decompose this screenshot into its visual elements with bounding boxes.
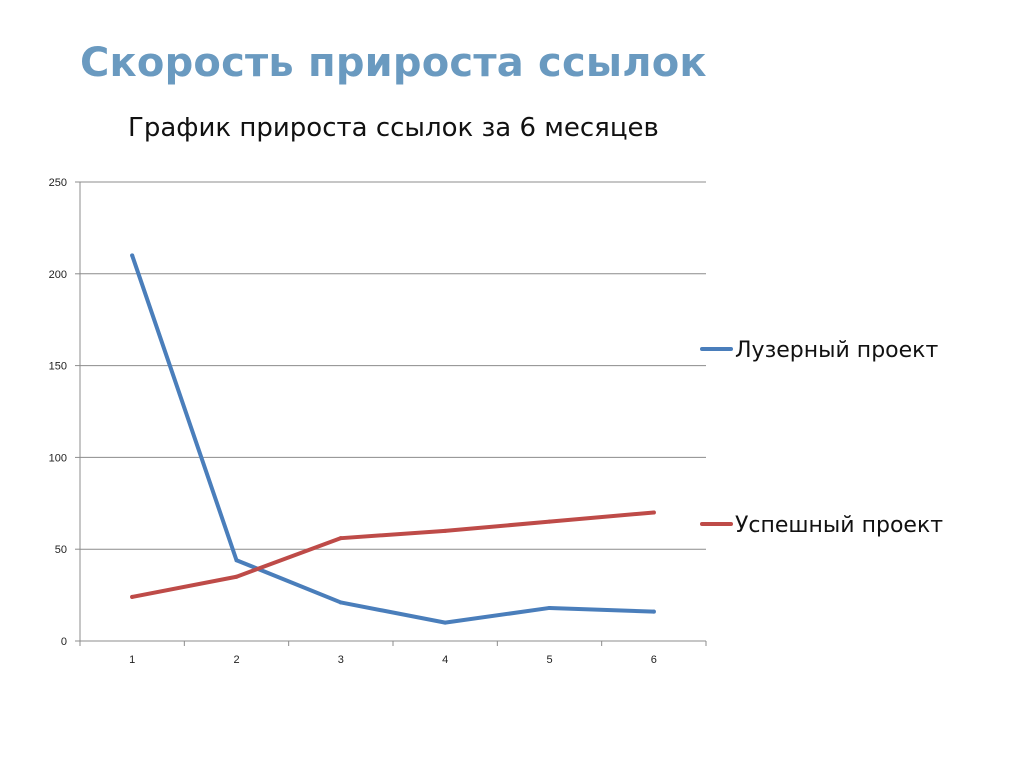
chart-series (130, 253, 656, 625)
x-tick-label: 6 (651, 654, 657, 666)
x-tick-label: 2 (233, 654, 239, 666)
data-point (338, 600, 343, 605)
legend-label: Лузерный проект (735, 338, 938, 363)
series-line-2 (130, 510, 656, 599)
chart-legend: Лузерный проект Успешный проект (700, 338, 943, 538)
y-tick-label: 100 (49, 452, 67, 464)
legend-label: Успешный проект (735, 513, 943, 538)
data-point (651, 510, 656, 515)
y-tick-label: 150 (49, 361, 67, 373)
x-tick-label: 3 (338, 654, 344, 666)
chart-gridlines (80, 181, 706, 550)
data-point (338, 536, 343, 541)
y-axis-tick-labels: 0 50 100 150 200 250 (49, 177, 67, 648)
chart-title: График прироста ссылок за 6 месяцев (128, 113, 659, 143)
data-point (234, 574, 239, 579)
y-tick-label: 250 (49, 177, 67, 189)
data-point (547, 519, 552, 524)
y-tick-label: 0 (61, 636, 67, 648)
chart-axes (75, 181, 707, 646)
data-point (130, 594, 135, 599)
data-point (443, 620, 448, 625)
data-point (443, 528, 448, 533)
data-point (234, 558, 239, 563)
x-tick-label: 5 (546, 654, 552, 666)
data-point (547, 605, 552, 610)
y-tick-label: 200 (49, 269, 67, 281)
y-tick-label: 50 (55, 544, 67, 556)
x-tick-label: 4 (442, 654, 448, 666)
x-axis-tick-labels: 1 2 3 4 5 6 (129, 654, 657, 666)
series-line-1 (130, 253, 656, 625)
x-tick-label: 1 (129, 654, 135, 666)
data-point (651, 609, 656, 614)
slide-title: Скорость прироста ссылок (80, 40, 707, 86)
data-point (130, 253, 135, 258)
